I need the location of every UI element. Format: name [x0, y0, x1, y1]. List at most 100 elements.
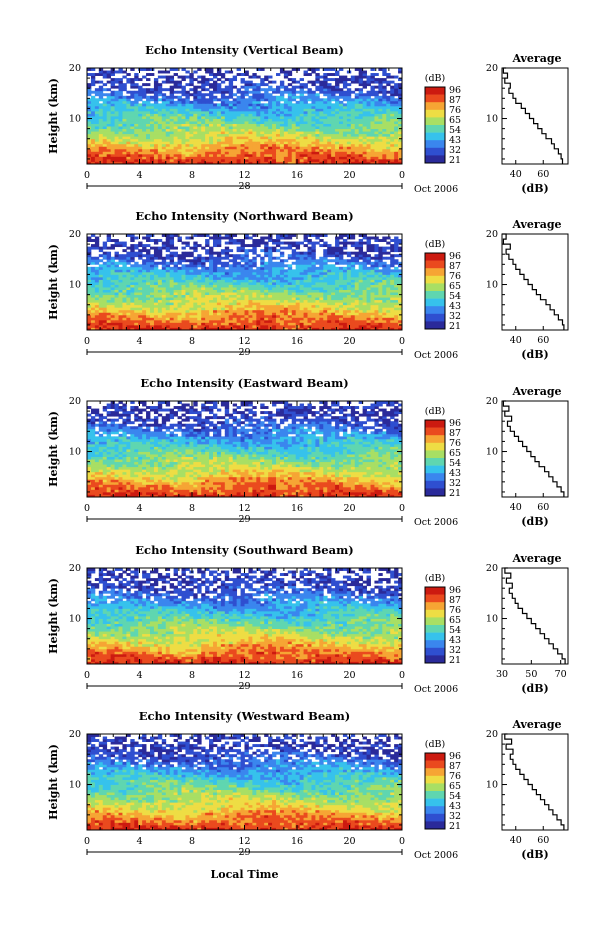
heatmap-cell: [279, 110, 285, 114]
heatmap-cell: [197, 128, 202, 132]
heatmap-cell: [185, 274, 190, 278]
heatmap-cell: [205, 327, 210, 331]
heatmap-cell: [382, 271, 387, 275]
heatmap-cell: [378, 121, 383, 124]
heatmap-cell: [386, 118, 391, 122]
heatmap-cell: [299, 161, 304, 165]
heatmap-cell: [358, 312, 364, 316]
heatmap-cell: [374, 322, 379, 326]
heatmap-cell: [248, 276, 253, 280]
heatmap-cell: [165, 131, 171, 135]
heatmap-cell: [94, 259, 100, 263]
heatmap-cell: [311, 148, 316, 152]
heatmap-cell: [244, 126, 249, 130]
heatmap-cell: [331, 309, 336, 313]
heatmap-cell: [299, 143, 304, 147]
heatmap-cell: [339, 271, 344, 275]
heatmap-cell: [303, 103, 308, 107]
heatmap-cell: [201, 100, 206, 104]
heatmap-cell: [272, 302, 277, 306]
heatmap-cell: [291, 304, 297, 308]
heatmap-cell: [169, 138, 175, 142]
heatmap-cell: [87, 158, 92, 162]
heatmap-cell: [311, 264, 316, 268]
heatmap-cell: [264, 146, 269, 150]
heatmap-cell: [390, 105, 395, 109]
heatmap-cell: [102, 292, 108, 296]
heatmap-cell: [279, 85, 285, 89]
heatmap-cell: [224, 146, 230, 150]
heatmap-cell: [295, 312, 301, 316]
heatmap-cell: [157, 261, 163, 265]
heatmap-cell: [114, 289, 119, 293]
heatmap-cell: [114, 324, 119, 328]
heatmap-cell: [181, 118, 186, 122]
heatmap-cell: [386, 105, 391, 109]
heatmap-cell: [339, 302, 344, 306]
heatmap-cell: [299, 327, 304, 331]
heatmap-cell: [181, 307, 186, 311]
heatmap-cell: [110, 151, 115, 155]
heatmap-cell: [161, 133, 167, 137]
heatmap-cell: [146, 276, 151, 280]
heatmap-cell: [122, 269, 127, 273]
heatmap-cell: [161, 141, 167, 145]
heatmap-cell: [295, 304, 301, 308]
heatmap-cell: [264, 95, 269, 99]
heatmap-cell: [272, 309, 277, 313]
heatmap-cell: [106, 131, 112, 135]
heatmap-cell: [169, 151, 175, 155]
heatmap-cell: [370, 116, 375, 119]
heatmap-cell: [244, 141, 249, 145]
heatmap-cell: [150, 108, 155, 112]
heatmap-cell: [193, 110, 198, 114]
heatmap-cell: [346, 126, 352, 130]
heatmap-cell: [279, 276, 285, 280]
heatmap-cell: [169, 98, 175, 102]
heatmap-cell: [193, 307, 198, 311]
heatmap-cell: [354, 118, 360, 122]
heatmap-cell: [268, 121, 273, 124]
heatmap-cell: [260, 322, 265, 326]
heatmap-cell: [319, 319, 324, 323]
heatmap-cell: [134, 105, 139, 109]
heatmap-cell: [394, 282, 399, 285]
heatmap-cell: [362, 327, 367, 331]
heatmap-cell: [272, 299, 277, 303]
heatmap-cell: [165, 261, 171, 265]
heatmap-cell: [264, 261, 269, 265]
heatmap-cell: [130, 307, 135, 311]
heatmap-cell: [157, 269, 163, 273]
heatmap-cell: [311, 83, 316, 87]
heatmap-cell: [394, 148, 399, 152]
heatmap-cell: [370, 156, 375, 160]
heatmap-cell: [327, 161, 332, 165]
heatmap-cell: [339, 297, 344, 301]
heatmap-cell: [90, 136, 96, 140]
heatmap-cell: [161, 80, 167, 84]
heatmap-cell: [319, 148, 324, 152]
heatmap-cell: [126, 128, 131, 132]
heatmap-cell: [264, 309, 269, 313]
heatmap-cell: [291, 319, 297, 323]
heatmap-cell: [228, 85, 234, 89]
heatmap-cell: [390, 123, 395, 127]
heatmap-cell: [106, 100, 112, 104]
heatmap-cell: [114, 103, 119, 107]
heatmap-cell: [303, 322, 308, 326]
heatmap-cell: [386, 287, 391, 290]
heatmap-cell: [307, 274, 312, 278]
heatmap-cell: [236, 126, 241, 130]
heatmap-cell: [299, 271, 304, 275]
heatmap-cell: [98, 153, 104, 157]
heatmap-cell: [366, 151, 371, 155]
heatmap-cell: [291, 302, 297, 306]
heatmap-cell: [268, 136, 273, 140]
heatmap-cell: [283, 143, 289, 147]
heatmap-cell: [323, 90, 328, 94]
heatmap-cell: [279, 153, 285, 157]
heatmap-cell: [90, 307, 96, 311]
heatmap-cell: [374, 156, 379, 160]
heatmap-cell: [268, 324, 273, 328]
heatmap-cell: [142, 327, 147, 331]
